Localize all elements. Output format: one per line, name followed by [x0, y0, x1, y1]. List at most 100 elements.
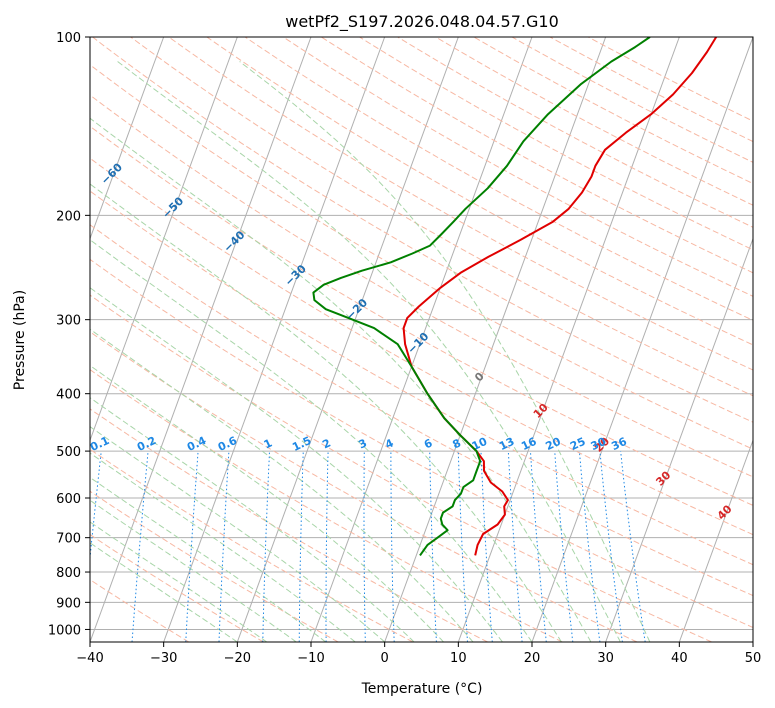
- chart-title: wetPf2_S197.2026.048.04.57.G10: [285, 12, 559, 32]
- dry-adiabat-line: [90, 125, 753, 506]
- mixing-ratio-line: [480, 451, 493, 642]
- mixing-ratio-label: 6: [422, 436, 435, 451]
- isotherm-line: [163, 37, 386, 642]
- y-axis-title: Pressure (hPa): [12, 290, 28, 390]
- isotherm-line: [752, 640, 753, 642]
- moist-adiabat-line: [90, 452, 356, 642]
- isotherm-line: [384, 37, 607, 642]
- isotherm-label: −30: [282, 262, 309, 289]
- x-tick-label: 50: [745, 651, 762, 666]
- dry-adiabat-line: [359, 37, 753, 251]
- isotherm-label: −70: [37, 127, 64, 154]
- moist-adiabat-line: [117, 61, 621, 642]
- y-tick-label: 500: [56, 445, 81, 460]
- y-tick-label: 300: [56, 314, 81, 329]
- mixing-ratio-line: [390, 451, 395, 642]
- mixing-ratio-label: 25: [568, 435, 587, 453]
- y-tick-label: 400: [56, 388, 81, 403]
- x-tick-label: 40: [671, 651, 688, 666]
- isotherm-line: [236, 37, 459, 642]
- mixing-ratio-line: [620, 451, 646, 642]
- mixing-ratio-line: [429, 451, 437, 642]
- y-tick-label: 200: [56, 209, 81, 224]
- mixing-ratio-label: 10: [470, 435, 490, 453]
- moist-adiabat-line: [90, 542, 238, 642]
- dry-adiabat-line: [244, 37, 753, 321]
- mixing-ratio-line: [554, 451, 574, 642]
- mixing-ratio-label: 4: [383, 436, 396, 451]
- isotherm-line: [90, 37, 238, 442]
- moist-adiabat-line: [90, 499, 297, 642]
- moist-adiabat-line: [90, 117, 592, 642]
- mixing-ratio-line: [363, 451, 366, 642]
- x-axis-title: Temperature (°C): [361, 681, 483, 697]
- dry-adiabat-line: [90, 94, 753, 478]
- moist-adiabat-line: [90, 287, 503, 642]
- dry-adiabat-line: [90, 190, 753, 566]
- dry-adiabat-line: [511, 37, 753, 163]
- x-tick-label: 0: [381, 651, 389, 666]
- x-tick-label: 30: [597, 651, 614, 666]
- mixing-ratio-line: [529, 451, 547, 642]
- x-axis-ticks: −40 −30 −20 −10 0 10 20 30 40 50: [76, 642, 761, 666]
- moist-adiabat-line: [90, 239, 533, 642]
- mixing-ratio-line: [325, 451, 329, 642]
- mixing-ratio-line: [599, 451, 623, 642]
- isotherm-label: −80: [0, 93, 3, 120]
- isotherm-line: [531, 37, 753, 642]
- moist-adiabat-line: [90, 183, 562, 642]
- dry-adiabat-line: [168, 37, 753, 371]
- dry-adiabat-line: [90, 224, 753, 597]
- y-axis-ticks: 100 200 300 400 500 600 700 800 900 1000: [48, 31, 90, 638]
- dewpoint-profile-line: [312, 37, 651, 556]
- mixing-ratio-label: 1: [262, 436, 274, 451]
- isotherm-line: [457, 37, 680, 642]
- mixing-ratio-line: [262, 451, 270, 642]
- temperature-profile-line: [402, 37, 718, 556]
- mixing-ratio-line: [218, 451, 230, 642]
- moist-adiabat-line: [90, 521, 268, 642]
- x-tick-label: −10: [297, 651, 324, 666]
- isotherm-line: [678, 438, 753, 642]
- dry-adiabat-line: [90, 64, 753, 450]
- plot-area: −100−90−80−70−60−50−40−30−20−10010203040…: [0, 37, 753, 642]
- dry-adiabat-line: [282, 37, 753, 297]
- dry-adiabat-line: [92, 37, 753, 423]
- y-tick-label: 1000: [48, 623, 81, 638]
- moist-adiabat-line: [90, 364, 444, 642]
- dry-adiabat-line: [90, 294, 712, 642]
- isotherm-label: 30: [653, 468, 673, 488]
- x-tick-label: 10: [450, 651, 467, 666]
- y-tick-label: 900: [56, 596, 81, 611]
- isobar-grid: [90, 37, 753, 630]
- mixing-ratio-label: 16: [519, 435, 539, 453]
- x-tick-label: 20: [524, 651, 541, 666]
- isotherm-line: [90, 37, 165, 241]
- x-tick-label: −30: [150, 651, 177, 666]
- mixing-ratio-labels: 0.1 0.2 0.4 0.6 1 1.5 2 3 4 6 8 10 13 16 20 25 30 36: [90, 434, 629, 454]
- dry-adiabat-line: [130, 37, 753, 397]
- moist-adiabat-lines: [90, 61, 651, 642]
- dry-adiabat-line: [397, 37, 753, 228]
- moist-adiabat-line: [90, 397, 415, 642]
- dry-adiabat-line: [90, 157, 753, 536]
- moist-adiabat-line: [90, 426, 386, 642]
- y-tick-label: 800: [56, 566, 81, 581]
- dry-adiabat-line: [90, 258, 753, 629]
- y-tick-label: 700: [56, 532, 81, 547]
- moist-adiabat-line: [90, 476, 326, 642]
- mixing-ratio-lines: [90, 451, 646, 642]
- x-tick-label: −20: [224, 651, 251, 666]
- dry-adiabat-line: [90, 490, 339, 642]
- moist-adiabat-line: [90, 328, 474, 642]
- dry-adiabat-line: [90, 369, 563, 642]
- y-tick-label: 600: [56, 492, 81, 507]
- profile-series: [312, 37, 718, 556]
- isotherm-line: [605, 237, 753, 642]
- isotherm-label: 40: [715, 502, 735, 522]
- mixing-ratio-label: 20: [544, 435, 564, 453]
- moist-adiabat-line: [239, 61, 651, 642]
- x-tick-label: −40: [76, 651, 103, 666]
- isotherm-label: 0: [472, 370, 487, 385]
